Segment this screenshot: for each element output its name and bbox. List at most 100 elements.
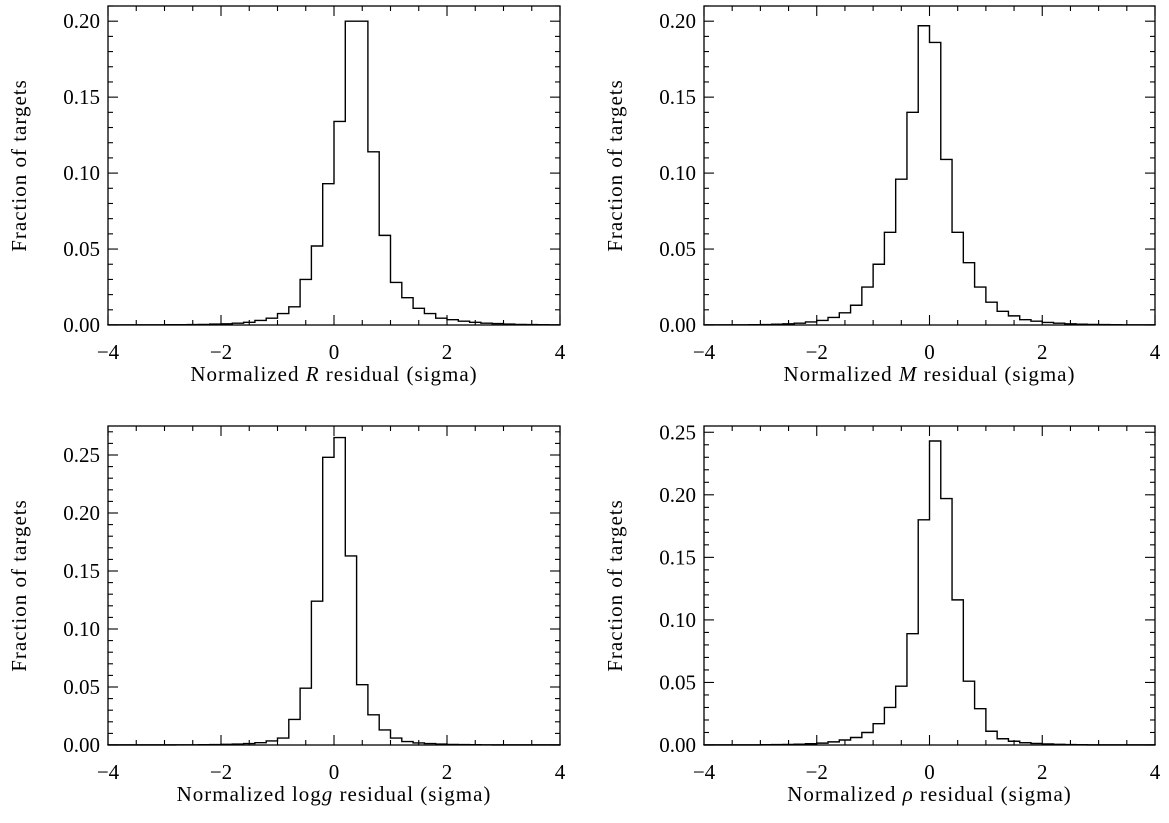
histogram-bin — [244, 744, 255, 745]
histogram-bin — [1042, 322, 1053, 325]
histogram-bin — [424, 744, 435, 745]
histogram-bin — [941, 159, 952, 325]
x-tick-label: 2 — [442, 340, 453, 364]
histogram-bin — [986, 731, 997, 745]
histogram-series — [703, 440, 1156, 746]
histogram-bin — [232, 323, 243, 325]
histogram-bin — [289, 719, 300, 745]
histogram-bin — [458, 321, 469, 325]
histogram-bin — [828, 317, 839, 325]
histogram-bin — [862, 287, 873, 325]
y-tick-label: 0.25 — [63, 443, 100, 467]
histogram-bin — [221, 324, 232, 325]
histogram-bin — [368, 715, 379, 745]
histogram-bin — [918, 520, 929, 745]
histogram-bin — [334, 438, 345, 745]
histogram-bin — [1076, 324, 1087, 325]
y-tick-label: 0.10 — [63, 161, 100, 185]
histogram-bin — [828, 742, 839, 745]
histogram-bin — [289, 307, 300, 325]
x-tick-label: −4 — [97, 340, 120, 364]
histogram-bin — [952, 600, 963, 745]
histogram-bin — [1008, 316, 1019, 325]
histogram-bin — [1020, 743, 1031, 745]
histogram-bin — [884, 707, 895, 745]
histogram-bin — [402, 298, 413, 325]
y-tick-label: 0.00 — [659, 733, 696, 757]
y-tick-label: 0.05 — [659, 670, 696, 694]
histogram-bin — [368, 152, 379, 325]
histogram-bin — [1054, 323, 1065, 325]
histogram-bin — [323, 184, 334, 325]
histogram-bin — [402, 742, 413, 745]
x-tick-label: −2 — [210, 340, 232, 364]
histogram-bin — [997, 311, 1008, 325]
histogram-bin — [851, 305, 862, 325]
x-tick-label: 4 — [1150, 760, 1161, 784]
panel-mass-residual: −4 −2 0 2 4 0.00 0.05 0.10 0.15 0.20 Fraction of t… — [603, 5, 1161, 386]
y-tick-label: 0.20 — [63, 501, 100, 525]
histogram-bin — [805, 744, 816, 745]
y-tick-label: 0.00 — [63, 313, 100, 337]
histogram-bin — [221, 744, 232, 745]
histogram-bin — [839, 740, 850, 745]
x-tick-label: 4 — [555, 340, 566, 364]
histogram-bin — [255, 743, 266, 745]
histogram-bin — [345, 556, 356, 745]
histogram-bin — [975, 709, 986, 745]
histogram-bin — [1065, 324, 1076, 325]
histogram-bin — [930, 42, 941, 325]
histogram-bin — [873, 264, 884, 325]
histogram-bin — [907, 634, 918, 745]
histogram-bin — [300, 279, 311, 325]
histogram-bin — [311, 601, 322, 745]
x-tick-label: −2 — [210, 760, 232, 784]
y-tick-label: 0.10 — [659, 608, 696, 632]
histogram-bin — [278, 738, 289, 745]
x-axis-label: Normalized logg residual (sigma) — [177, 782, 492, 806]
histogram-bin — [794, 323, 805, 325]
x-tick-label: 4 — [1150, 340, 1161, 364]
histogram-bin — [447, 320, 458, 325]
histogram-bin — [794, 744, 805, 745]
histogram-bin — [334, 121, 345, 325]
histogram-bin — [783, 324, 794, 325]
histogram-bin — [436, 744, 447, 745]
histogram-bin — [805, 322, 816, 325]
x-tick-label: 0 — [329, 760, 340, 784]
histogram-bin — [873, 724, 884, 745]
histogram-bin — [1087, 324, 1098, 325]
histogram-series — [107, 436, 561, 746]
histogram-bin — [839, 313, 850, 325]
x-tick-label: 2 — [1037, 760, 1048, 784]
histogram-bin — [1020, 320, 1031, 325]
histogram-bin — [447, 744, 458, 745]
histogram-bin — [266, 318, 277, 325]
y-tick-label: 0.00 — [659, 313, 696, 337]
histogram-bin — [266, 741, 277, 745]
histogram-bin — [930, 441, 941, 745]
x-axis-label: Normalized R residual (sigma) — [190, 362, 477, 386]
histogram-bin — [345, 21, 356, 325]
x-tick-label: 0 — [924, 340, 935, 364]
y-axis-label: Fraction of targets — [603, 499, 627, 672]
x-tick-label: −2 — [806, 760, 828, 784]
x-tick-label: −4 — [97, 760, 120, 784]
histogram-bin — [817, 743, 828, 745]
y-tick-label: 0.20 — [659, 9, 696, 33]
histogram-bin — [244, 322, 255, 325]
histogram-bin — [311, 246, 322, 325]
histogram-bin — [862, 732, 873, 745]
panel-logg-residual: −4 −2 0 2 4 0.00 0.05 0.10 0.15 0.20 0.25 Fraction … — [7, 425, 566, 806]
y-tick-label: 0.05 — [659, 237, 696, 261]
histogram-bin — [470, 322, 481, 325]
x-tick-label: −4 — [693, 760, 716, 784]
histogram-bin — [424, 314, 435, 325]
histogram-bin — [391, 282, 402, 325]
histogram-bin — [379, 235, 390, 325]
y-tick-label: 0.10 — [659, 161, 696, 185]
histogram-series — [703, 25, 1156, 326]
histogram-bin — [436, 318, 447, 325]
histogram-bin — [357, 21, 368, 325]
histogram-bin — [255, 320, 266, 325]
